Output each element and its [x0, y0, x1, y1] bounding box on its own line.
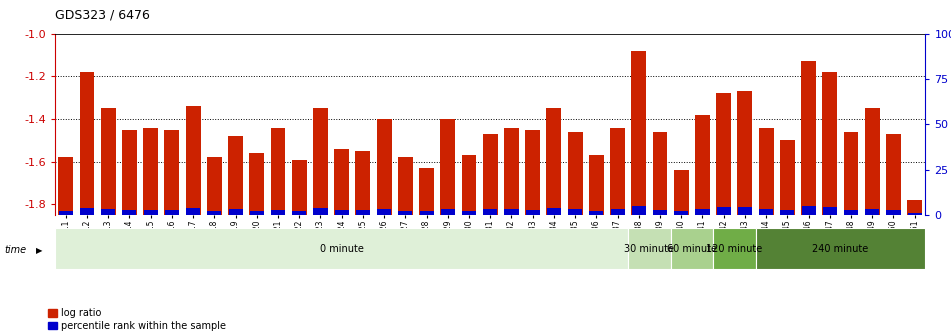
Bar	[55, 228, 629, 269]
Bar	[419, 211, 434, 215]
Bar	[590, 210, 604, 215]
Bar	[844, 210, 858, 215]
Bar	[547, 108, 561, 215]
Bar	[670, 228, 713, 269]
Bar	[864, 108, 880, 215]
Bar	[589, 155, 604, 215]
Bar	[165, 130, 180, 215]
Bar	[695, 115, 709, 215]
Bar	[122, 130, 137, 215]
Text: 60 minute: 60 minute	[667, 244, 717, 254]
Bar	[249, 153, 264, 215]
Bar	[461, 155, 476, 215]
Text: 30 minute: 30 minute	[625, 244, 674, 254]
Bar	[377, 209, 391, 215]
Bar	[907, 213, 922, 215]
Bar	[292, 210, 306, 215]
Bar	[844, 132, 859, 215]
Bar	[801, 61, 816, 215]
Bar	[313, 108, 328, 215]
Bar	[440, 209, 455, 215]
Bar	[80, 72, 94, 215]
Bar	[228, 209, 243, 215]
Bar	[759, 128, 773, 215]
Bar	[377, 119, 392, 215]
Bar	[695, 209, 709, 215]
Bar	[759, 209, 773, 215]
Bar	[80, 208, 94, 215]
Bar	[755, 228, 925, 269]
Bar	[356, 210, 370, 215]
Bar	[568, 209, 582, 215]
Bar	[674, 170, 689, 215]
Bar	[101, 209, 115, 215]
Bar	[207, 157, 222, 215]
Bar	[526, 210, 540, 215]
Bar	[185, 106, 201, 215]
Bar	[802, 206, 816, 215]
Bar	[483, 134, 497, 215]
Bar	[419, 168, 434, 215]
Bar	[737, 91, 752, 215]
Bar	[568, 132, 583, 215]
Bar	[823, 207, 837, 215]
Bar	[271, 210, 285, 215]
Bar	[525, 130, 540, 215]
Bar	[207, 210, 222, 215]
Bar	[652, 132, 668, 215]
Bar	[186, 208, 200, 215]
Bar	[611, 209, 625, 215]
Text: ▶: ▶	[36, 246, 43, 255]
Bar	[250, 210, 263, 215]
Bar	[398, 210, 413, 215]
Bar	[713, 228, 755, 269]
Bar	[865, 209, 880, 215]
Bar	[271, 128, 285, 215]
Bar	[631, 51, 647, 215]
Text: GDS323 / 6476: GDS323 / 6476	[55, 8, 150, 22]
Bar	[335, 210, 349, 215]
Bar	[886, 134, 901, 215]
Legend: log ratio, percentile rank within the sample: log ratio, percentile rank within the sa…	[48, 308, 226, 331]
Bar	[823, 72, 837, 215]
Bar	[144, 210, 158, 215]
Bar	[440, 119, 456, 215]
Bar	[738, 207, 752, 215]
Bar	[781, 210, 794, 215]
Bar	[144, 128, 158, 215]
Bar	[611, 128, 625, 215]
Bar	[780, 140, 795, 215]
Text: 120 minute: 120 minute	[707, 244, 763, 254]
Bar	[483, 209, 497, 215]
Bar	[398, 157, 413, 215]
Bar	[886, 210, 901, 215]
Bar	[228, 136, 243, 215]
Text: 0 minute: 0 minute	[320, 244, 363, 254]
Bar	[334, 149, 349, 215]
Text: time: time	[5, 245, 27, 255]
Bar	[674, 211, 689, 215]
Bar	[547, 208, 561, 215]
Bar	[716, 93, 731, 215]
Bar	[356, 151, 370, 215]
Bar	[631, 206, 646, 215]
Bar	[101, 108, 116, 215]
Bar	[462, 210, 476, 215]
Text: 240 minute: 240 minute	[812, 244, 868, 254]
Bar	[59, 210, 73, 215]
Bar	[504, 128, 519, 215]
Bar	[165, 210, 179, 215]
Bar	[123, 210, 137, 215]
Bar	[292, 160, 306, 215]
Bar	[58, 157, 73, 215]
Bar	[629, 228, 670, 269]
Bar	[717, 207, 730, 215]
Bar	[907, 200, 922, 215]
Bar	[504, 209, 518, 215]
Bar	[653, 210, 667, 215]
Bar	[314, 208, 327, 215]
